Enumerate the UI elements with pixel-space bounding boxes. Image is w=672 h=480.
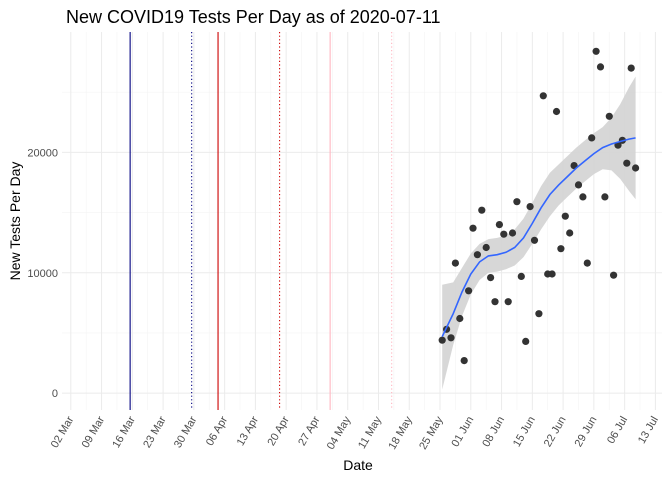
data-point [482,243,490,252]
data-point [526,203,534,211]
data-point [469,224,477,232]
data-point [478,206,486,214]
x-tick-label: 16 Mar [110,414,138,450]
data-point [465,287,473,295]
data-point [456,314,464,323]
data-points [438,47,640,365]
chart-title: New COVID19 Tests Per Day as of 2020-07-… [66,7,441,27]
x-tick-label: 08 Jun [480,415,507,450]
data-point [610,271,618,279]
data-point [473,251,481,259]
data-point [588,134,596,142]
trend-line [441,137,636,337]
data-point [487,274,495,282]
x-tick-label: 29 Jun [573,415,600,450]
x-tick-label: 01 Jun [449,415,476,450]
data-point [438,336,446,344]
x-tick-label: 11 May [356,414,384,451]
data-point [530,236,539,244]
x-tick-label: 23 Mar [141,414,169,450]
x-tick-label: 15 Jun [511,415,538,450]
x-tick-label: 06 Apr [204,414,230,448]
data-point [495,221,503,229]
y-tick-label: 10000 [27,268,58,280]
data-point [557,245,565,253]
data-point [500,230,508,238]
data-point [460,357,468,365]
x-axis-title: Date [343,457,373,473]
data-point [574,181,583,189]
data-point [513,198,521,206]
y-tick-label: 0 [52,388,58,400]
data-point [623,159,631,167]
x-tick-label: 27 Apr [296,414,322,448]
trend-line-group [441,137,636,337]
reference-lines [129,32,393,410]
x-tick-label: 30 Mar [172,414,200,450]
data-point [592,47,600,55]
data-point [632,164,640,172]
confidence-ribbon [442,76,636,390]
x-tick-label: 13 Apr [235,414,261,448]
y-axis-ticks: 0 10000 20000 [27,147,58,400]
data-point [605,112,613,120]
data-point [508,229,517,237]
data-point [548,270,556,278]
x-tick-label: 13 Jul [636,415,661,446]
data-point [517,272,525,280]
data-point [504,298,512,306]
data-point [579,193,587,201]
data-point [601,193,609,201]
x-tick-label: 18 May [386,414,415,452]
x-tick-label: 02 Mar [49,414,77,450]
data-point [596,63,605,71]
x-axis-ticks: 02 Mar 09 Mar 16 Mar 23 Mar 30 Mar 06 Apr 13 A… [49,414,661,452]
x-tick-label: 06 Jul [605,415,630,446]
data-point [447,334,455,342]
data-point [566,229,574,237]
x-tick-label: 25 May [417,414,446,452]
y-tick-label: 20000 [27,147,58,159]
y-axis-title: New Tests Per Day [7,162,23,281]
data-point [451,259,459,267]
data-point [583,259,591,267]
data-point [539,92,547,100]
data-point [522,337,530,345]
data-point [561,212,569,220]
x-tick-label: 04 May [325,414,354,452]
x-tick-label: 09 Mar [80,414,108,450]
data-point [627,64,635,72]
grid [62,32,662,410]
x-tick-label: 22 Jun [542,415,569,450]
confidence-ribbon-group [442,76,636,390]
data-point [491,298,499,306]
data-point [552,107,561,116]
data-point [535,310,543,318]
x-tick-label: 20 Apr [265,414,291,448]
